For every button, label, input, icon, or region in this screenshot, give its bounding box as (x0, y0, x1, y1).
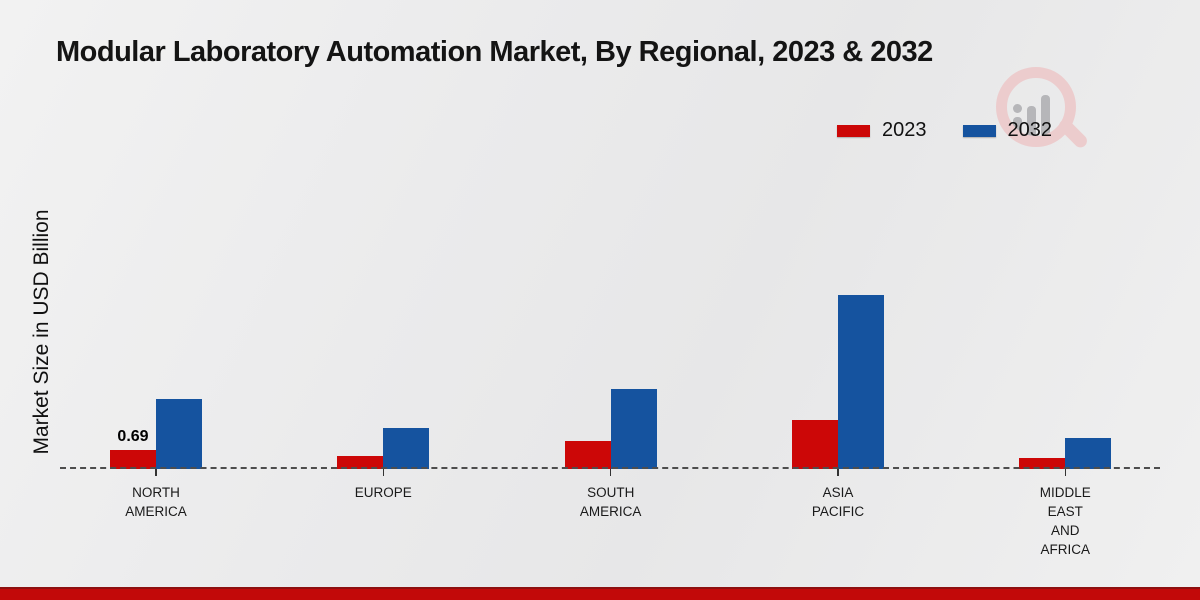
chart-title: Modular Laboratory Automation Market, By… (56, 36, 933, 68)
x-axis-label-south-america: SOUTH AMERICA (579, 485, 642, 519)
legend-label-2023: 2023 (882, 119, 927, 141)
legend-swatch-2032 (962, 124, 996, 137)
magnifier-bar-chart-logo-icon (988, 55, 1098, 155)
bar-2023-europe (337, 456, 384, 469)
bar-2023-asia-pacific (792, 420, 838, 469)
bar-2032-asia-pacific (838, 294, 884, 469)
legend-item-2023: 2023 (837, 119, 927, 142)
x-axis-label-europe: EUROPE (354, 485, 412, 500)
x-axis-tick-north-america (155, 469, 157, 476)
legend-item-2032: 2032 (962, 119, 1053, 142)
legend-label-2032: 2032 (1007, 119, 1053, 141)
x-axis-label-middle-east-and-africa: MIDDLE EAST AND AFRICA (1039, 485, 1091, 557)
bar-2023-north-america (110, 450, 156, 469)
legend-swatch-2023 (837, 124, 870, 137)
bar-2032-south-america (610, 388, 657, 469)
x-axis-tick-europe (382, 469, 385, 476)
magnifier-ring-icon (996, 67, 1076, 147)
x-axis-label-asia-pacific: ASIA PACIFIC (811, 485, 865, 519)
x-axis-tick-middle-east-and-africa (1064, 469, 1067, 476)
x-axis-tick-south-america (609, 469, 612, 476)
footer-accent-bar (0, 587, 1200, 600)
x-axis-label-north-america: NORTH AMERICA (125, 485, 187, 519)
bar-value-label-north-america-2023: 0.69 (117, 428, 149, 446)
y-axis-label: Market Size in USD Billion (30, 209, 53, 455)
bar-2032-middle-east-and-africa (1065, 437, 1112, 469)
legend: 2023 2032 (837, 119, 1052, 142)
bar-2023-south-america (564, 440, 611, 469)
bar-2032-north-america (156, 399, 202, 469)
x-axis-baseline (60, 467, 1160, 469)
x-axis-tick-asia-pacific (837, 469, 839, 476)
bar-2032-europe (383, 427, 430, 469)
bar-2023-middle-east-and-africa (1019, 458, 1066, 469)
